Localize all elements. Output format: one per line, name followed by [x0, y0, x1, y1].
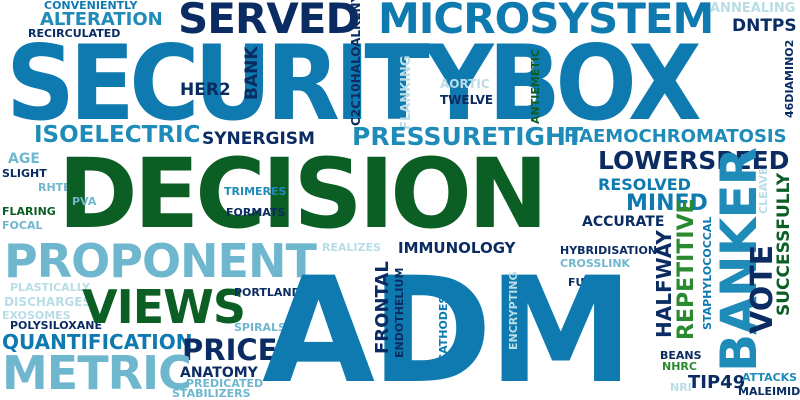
word-trimeres: TRIMERES: [224, 185, 287, 198]
word-flaring: FLARING: [2, 205, 56, 218]
word-mined: MINED: [626, 191, 708, 216]
word-quantification: QUANTIFICATION: [2, 330, 193, 354]
word-microsystem: MICROSYSTEM: [378, 0, 714, 43]
word-synergism: SYNERGISM: [202, 129, 315, 149]
word-cathodes: CATHODES: [437, 295, 450, 362]
word-pressuretight: PRESSURETIGHT: [352, 122, 584, 151]
word-focal: FOCAL: [2, 219, 43, 232]
word-immunology: IMMUNOLOGY: [398, 239, 516, 257]
word-predicated: PREDICATED: [186, 377, 264, 390]
word-metric: METRIC: [2, 346, 192, 400]
word-repetitive: REPETITIVE: [674, 198, 699, 340]
word-stabilizers: STABILIZERS: [172, 387, 251, 400]
word-proponent: PROPONENT: [4, 234, 317, 288]
word-portland: PORTLAND: [234, 286, 301, 299]
word-polysiloxane: POLYSILOXANE: [10, 319, 102, 332]
word-bank: BANK: [242, 46, 262, 100]
word-tip49: TIP49: [688, 372, 746, 393]
word-flanking-wrap: FLANKING: [399, 55, 414, 130]
word-pva: PVA: [72, 195, 97, 208]
word-diamino2-wrap: 46DIAMINO2: [783, 39, 796, 118]
word-halfway-wrap: HALFWAY: [652, 230, 676, 338]
word-aortic: AORTIC: [440, 77, 490, 91]
word-her2: HER2: [180, 80, 231, 100]
word-diamino2: 46DIAMINO2: [783, 39, 796, 118]
word-views: VIEWS: [82, 280, 246, 334]
word-decision: DECISION: [58, 138, 548, 250]
word-encrypting: ENCRYPTING: [507, 271, 520, 350]
word-hybridisation: HYBRIDISATION: [560, 244, 658, 257]
word-haemochromatosis: HAEMOCHROMATOSIS: [564, 126, 787, 147]
word-antiemetic-wrap: ANTIEMETIC: [529, 49, 542, 124]
word-cathodes-wrap: CATHODES: [437, 295, 450, 362]
word-nri: NRI: [670, 381, 692, 394]
word-vote-wrap: VOTE: [745, 244, 780, 334]
word-isoelectric: ISOELECTRIC: [34, 122, 201, 148]
word-halfway: HALFWAY: [652, 230, 676, 338]
word-recirculated: RECIRCULATED: [28, 27, 121, 40]
word-lowerspeed: LOWERSPEED: [598, 146, 790, 175]
word-alteration: ALTERATION: [40, 9, 163, 30]
word-plastically: PLASTICALLY: [10, 281, 90, 294]
word-frontal: FRONTAL: [372, 261, 393, 354]
word-flanking: FLANKING: [399, 55, 414, 130]
word-anatomy: ANATOMY: [180, 365, 258, 381]
word-endothelium-wrap: ENDOTHELIUM: [393, 267, 406, 358]
word-spirals: SPIRALS: [234, 321, 286, 334]
word-encrypting-wrap: ENCRYPTING: [507, 271, 520, 350]
word-formats: FORMATS: [226, 206, 286, 219]
word-exosomes: EXOSOMES: [2, 309, 71, 322]
word-rhtbi: RHTBI: [38, 181, 76, 194]
word-dntps: DNTPS: [732, 16, 797, 36]
word-age: AGE: [8, 151, 40, 167]
word-maleimide: MALEIMIDE: [738, 385, 800, 398]
word-frontal-wrap: FRONTAL: [372, 261, 393, 354]
word-nhrc: NHRC: [662, 360, 697, 373]
word-realizes: REALIZES: [322, 241, 382, 254]
word-endothelium: ENDOTHELIUM: [393, 267, 406, 358]
word-adm: ADM: [262, 246, 633, 400]
word-slight: SLIGHT: [2, 167, 47, 180]
word-twelve: TWELVE: [440, 93, 494, 107]
word-c2c10haloalkenyl: C2C10HALOALKENYL: [349, 0, 363, 126]
word-served: SERVED: [178, 0, 360, 43]
word-attacks: ATTACKS: [742, 371, 798, 384]
word-securitybox: SECURITYBOX: [6, 24, 702, 144]
word-discharges: DISCHARGES: [4, 295, 92, 309]
word-vote: VOTE: [745, 244, 780, 334]
word-crosslink: CROSSLINK: [560, 257, 631, 270]
word-annealing: ANNEALING: [710, 1, 796, 16]
word-conveniently: CONVENIENTLY: [44, 0, 138, 12]
word-beans: BEANS: [660, 349, 702, 362]
word-antiemetic: ANTIEMETIC: [529, 49, 542, 124]
word-accurate: ACCURATE: [582, 214, 665, 230]
word-price: PRICE: [182, 333, 278, 367]
word-bank-wrap: BANK: [242, 46, 262, 100]
word-resolved: RESOLVED: [598, 175, 691, 194]
word-repetitive-wrap: REPETITIVE: [674, 198, 699, 340]
word-c2c10haloalkenyl-wrap: C2C10HALOALKENYL: [349, 0, 363, 126]
word-future: FUTURE: [568, 276, 617, 289]
